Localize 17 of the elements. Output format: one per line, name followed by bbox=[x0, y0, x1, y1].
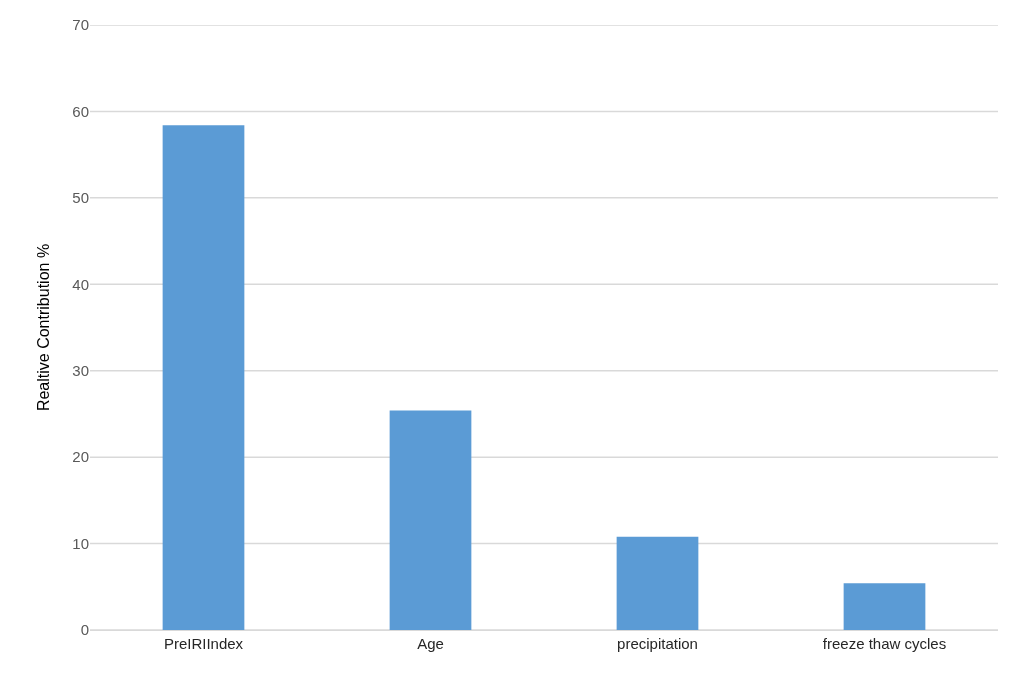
bar bbox=[162, 125, 245, 630]
y-tick-label: 20 bbox=[72, 448, 89, 466]
x-tick-label: freeze thaw cycles bbox=[822, 635, 947, 652]
y-tick-label: 60 bbox=[72, 102, 89, 120]
x-tick-label: precipitation bbox=[617, 635, 698, 652]
bar bbox=[389, 410, 472, 630]
y-tick-label: 50 bbox=[72, 189, 89, 207]
y-tick-label: 40 bbox=[72, 275, 89, 293]
y-tick-label: 30 bbox=[72, 361, 89, 379]
x-tick-label: Age bbox=[417, 635, 444, 652]
x-tick-label: PreIRIIndex bbox=[163, 635, 244, 652]
bar bbox=[843, 583, 926, 630]
y-tick-label: 10 bbox=[72, 534, 89, 552]
y-tick-label: 70 bbox=[72, 16, 89, 34]
bar bbox=[616, 536, 699, 630]
y-axis-title: Realtive Contribution % bbox=[35, 243, 53, 412]
y-tick-label: 0 bbox=[80, 621, 89, 639]
